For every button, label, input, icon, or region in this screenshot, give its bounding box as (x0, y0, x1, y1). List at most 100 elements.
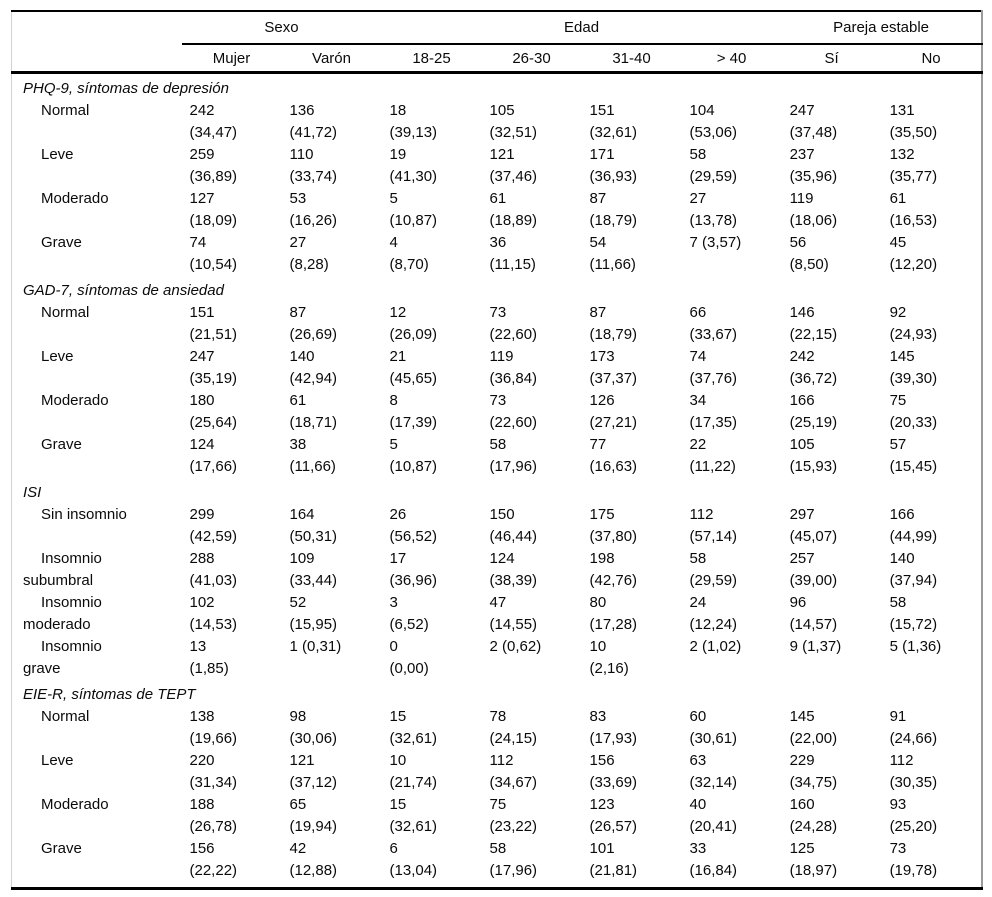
table-row: Moderado 188 (26,78) 65 (19,94) 15 (32,61) 7… (12, 794, 982, 838)
data-cell: 22 (11,22) (689, 436, 736, 475)
data-cell: 8 (17,39) (389, 392, 438, 431)
data-cell: 138 (19,66) (189, 708, 238, 747)
data-cell: 6 (13,04) (389, 840, 438, 879)
data-cell: 121 (37,12) (289, 752, 338, 791)
data-cell: 73 (22,60) (489, 392, 538, 431)
row-label: Moderado (41, 190, 109, 207)
corner-cell-lower (11, 44, 182, 74)
data-cell: 5 (1,36) (889, 638, 942, 655)
section-row: EIE-R, síntomas de TEPT (12, 680, 982, 706)
row-label: Normal (41, 304, 90, 321)
data-cell: 171 (36,93) (589, 146, 638, 185)
data-cell: 83 (17,93) (589, 708, 638, 747)
data-cell: 2 (0,62) (489, 638, 542, 655)
section-title: PHQ-9, síntomas de depresión (23, 80, 229, 97)
data-cell: 127 (18,09) (189, 190, 238, 229)
table-row: Insomnio subumbral 288 (41,03) 109 (33,44)… (12, 548, 982, 592)
data-cell: 80 (17,28) (589, 594, 638, 633)
data-cell: 12 (26,09) (389, 304, 438, 343)
data-cell: 18 (39,13) (389, 102, 438, 141)
data-cell: 132 (35,77) (889, 146, 938, 185)
data-cell: 145 (22,00) (789, 708, 838, 747)
data-cell: 19 (41,30) (389, 146, 438, 185)
column-header-5: > 40 (681, 44, 782, 74)
data-cell: 45 (12,20) (889, 234, 938, 273)
column-header-7: No (881, 44, 982, 74)
data-cell: 112 (57,14) (689, 506, 738, 545)
data-cell: 38 (11,66) (289, 436, 336, 475)
data-cell: 105 (32,51) (489, 102, 538, 141)
data-cell: 125 (18,97) (789, 840, 838, 879)
table-row: Moderado 127 (18,09) 53 (16,26) 5 (10,87) 61… (12, 188, 982, 232)
data-cell: 17 (36,96) (389, 550, 438, 589)
data-cell: 74 (37,76) (689, 348, 738, 387)
data-cell: 61 (16,53) (889, 190, 938, 229)
data-cell: 109 (33,44) (289, 550, 338, 589)
group-header-edad: Edad (381, 11, 782, 45)
data-cell: 188 (26,78) (189, 796, 238, 835)
row-label: Sin insomnio (41, 506, 127, 523)
data-cell: 1 (0,31) (289, 638, 342, 655)
row-label: Normal (41, 102, 90, 119)
data-cell: 145 (39,30) (889, 348, 938, 387)
data-cell: 15 (32,61) (389, 708, 438, 747)
table-row: Normal 151 (21,51) 87 (26,69) 12 (26,09) 73 … (12, 302, 982, 346)
data-cell: 229 (34,75) (789, 752, 838, 791)
section-title: GAD-7, síntomas de ansiedad (23, 282, 224, 299)
group-header-row: Sexo Edad Pareja estable (12, 11, 982, 45)
data-cell: 257 (39,00) (789, 550, 838, 589)
data-cell: 63 (32,14) (689, 752, 738, 791)
data-cell: 126 (27,21) (589, 392, 638, 431)
table-row: Normal 138 (19,66) 98 (30,06) 15 (32,61) 78 … (12, 706, 982, 750)
row-label: Normal (41, 708, 90, 725)
data-cell: 52 (15,95) (289, 594, 338, 633)
data-cell: 40 (20,41) (689, 796, 738, 835)
data-cell: 58 (29,59) (689, 146, 738, 185)
data-cell: 259 (36,89) (189, 146, 238, 185)
data-cell: 288 (41,03) (189, 550, 238, 589)
row-label: Leve (41, 348, 74, 365)
data-cell: 140 (42,94) (289, 348, 338, 387)
table-row: Insomnio grave 13 (1,85) 1 (0,31) 0 (0,00) 2… (12, 636, 982, 680)
column-header-0: Mujer (181, 44, 282, 74)
data-cell: 24 (12,24) (689, 594, 738, 633)
data-cell: 166 (25,19) (789, 392, 838, 431)
data-cell: 60 (30,61) (689, 708, 738, 747)
data-cell: 87 (18,79) (589, 304, 638, 343)
data-cell: 136 (41,72) (289, 102, 338, 141)
column-header-4: 31-40 (581, 44, 682, 74)
data-cell: 58 (15,72) (889, 594, 938, 633)
data-cell: 104 (53,06) (689, 102, 738, 141)
data-cell: 58 (29,59) (689, 550, 738, 589)
data-cell: 73 (19,78) (889, 840, 938, 879)
section-row: PHQ-9, síntomas de depresión (12, 73, 982, 101)
data-cell: 297 (45,07) (789, 506, 838, 545)
data-cell: 102 (14,53) (189, 594, 238, 633)
table-row: Normal 242 (34,47) 136 (41,72) 18 (39,13) 10… (12, 100, 982, 144)
data-cell: 21 (45,65) (389, 348, 438, 387)
data-cell: 166 (44,99) (889, 506, 938, 545)
data-cell: 123 (26,57) (589, 796, 638, 835)
data-cell: 15 (32,61) (389, 796, 438, 835)
data-cell: 75 (23,22) (489, 796, 538, 835)
data-cell: 299 (42,59) (189, 506, 238, 545)
data-cell: 112 (34,67) (489, 752, 538, 791)
data-cell: 247 (35,19) (189, 348, 238, 387)
data-cell: 9 (1,37) (789, 638, 842, 655)
data-cell: 54 (11,66) (589, 234, 636, 273)
section-title: EIE-R, síntomas de TEPT (23, 686, 196, 703)
data-cell: 3 (6,52) (389, 594, 429, 633)
table-row: Leve 220 (31,34) 121 (37,12) 10 (21,74) 112 … (12, 750, 982, 794)
data-cell: 156 (33,69) (589, 752, 638, 791)
data-cell: 91 (24,66) (889, 708, 938, 747)
row-label: Grave (41, 436, 82, 453)
data-cell: 131 (35,50) (889, 102, 938, 141)
data-cell: 78 (24,15) (489, 708, 538, 747)
section-row: GAD-7, síntomas de ansiedad (12, 276, 982, 302)
data-cell: 87 (18,79) (589, 190, 638, 229)
data-cell: 119 (36,84) (489, 348, 538, 387)
column-header-2: 18-25 (381, 44, 482, 74)
data-cell: 0 (0,00) (389, 638, 429, 677)
table-row: Grave 124 (17,66) 38 (11,66) 5 (10,87) 58 (1… (12, 434, 982, 478)
